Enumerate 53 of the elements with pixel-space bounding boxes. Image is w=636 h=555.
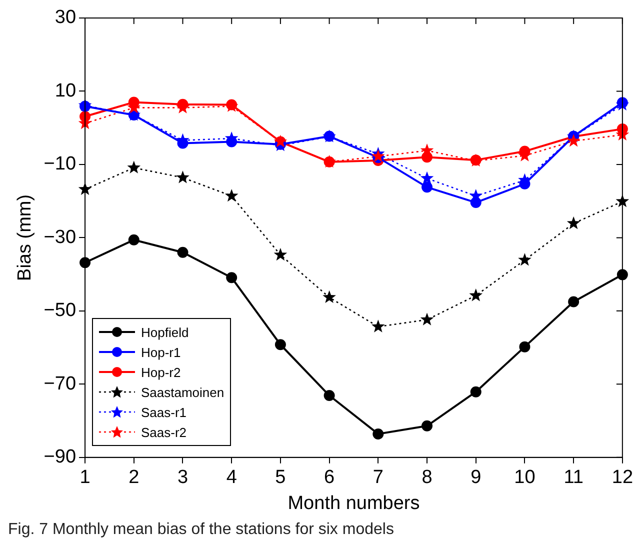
point bbox=[372, 320, 385, 332]
y-tick-label: −50 bbox=[44, 300, 76, 322]
x-tick-label: 12 bbox=[612, 467, 634, 488]
x-tick-label: 7 bbox=[372, 467, 384, 488]
point bbox=[274, 339, 286, 350]
point bbox=[372, 149, 385, 162]
point bbox=[127, 160, 141, 174]
x-axis-title: Month numbers bbox=[288, 492, 420, 514]
point bbox=[224, 188, 238, 202]
point bbox=[420, 171, 434, 184]
point bbox=[372, 428, 384, 440]
x-tick-label: 4 bbox=[226, 467, 238, 488]
legend-label: Saas-r1 bbox=[141, 404, 187, 420]
point bbox=[422, 420, 433, 432]
point bbox=[322, 290, 336, 304]
point bbox=[470, 386, 482, 398]
point bbox=[422, 182, 433, 193]
point bbox=[469, 288, 483, 302]
x-tick-label: 10 bbox=[514, 467, 536, 488]
y-tick-label: −90 bbox=[44, 446, 76, 468]
y-tick-label: 10 bbox=[54, 80, 76, 102]
point bbox=[518, 253, 532, 266]
y-tick-label: −70 bbox=[44, 373, 76, 394]
legend-label: Hopfield bbox=[141, 324, 189, 340]
point bbox=[177, 246, 188, 258]
y-tick-label: −30 bbox=[44, 226, 76, 248]
legend-label: Saas-r2 bbox=[141, 424, 187, 440]
y-axis-title: Bias (mm) bbox=[14, 194, 36, 281]
point bbox=[226, 272, 238, 284]
point bbox=[568, 296, 580, 308]
point bbox=[566, 134, 580, 147]
point bbox=[274, 248, 288, 261]
point bbox=[324, 390, 335, 402]
point bbox=[80, 257, 91, 268]
point bbox=[420, 312, 434, 326]
point bbox=[176, 170, 190, 184]
caption: Fig. 7 Monthly mean bias of the stations for six models bbox=[8, 521, 394, 539]
point bbox=[128, 234, 140, 246]
x-tick-label: 11 bbox=[564, 467, 584, 488]
x-tick-label: 3 bbox=[177, 467, 188, 488]
y-tick-label: 30 bbox=[54, 7, 76, 28]
x-tick-label: 6 bbox=[324, 467, 335, 488]
legend-label: Hop-r1 bbox=[141, 344, 181, 360]
x-tick-label: 8 bbox=[422, 467, 432, 488]
legend-label: Saastamoinen bbox=[141, 384, 224, 400]
x-tick-label: 5 bbox=[275, 467, 286, 488]
point bbox=[566, 216, 580, 230]
x-tick-label: 2 bbox=[128, 467, 140, 488]
x-tick-label: 9 bbox=[470, 467, 482, 488]
y-tick-label: −10 bbox=[44, 154, 76, 175]
x-tick-label: 1 bbox=[80, 467, 90, 488]
legend-label: Hop-r2 bbox=[141, 364, 181, 380]
point bbox=[519, 341, 530, 352]
